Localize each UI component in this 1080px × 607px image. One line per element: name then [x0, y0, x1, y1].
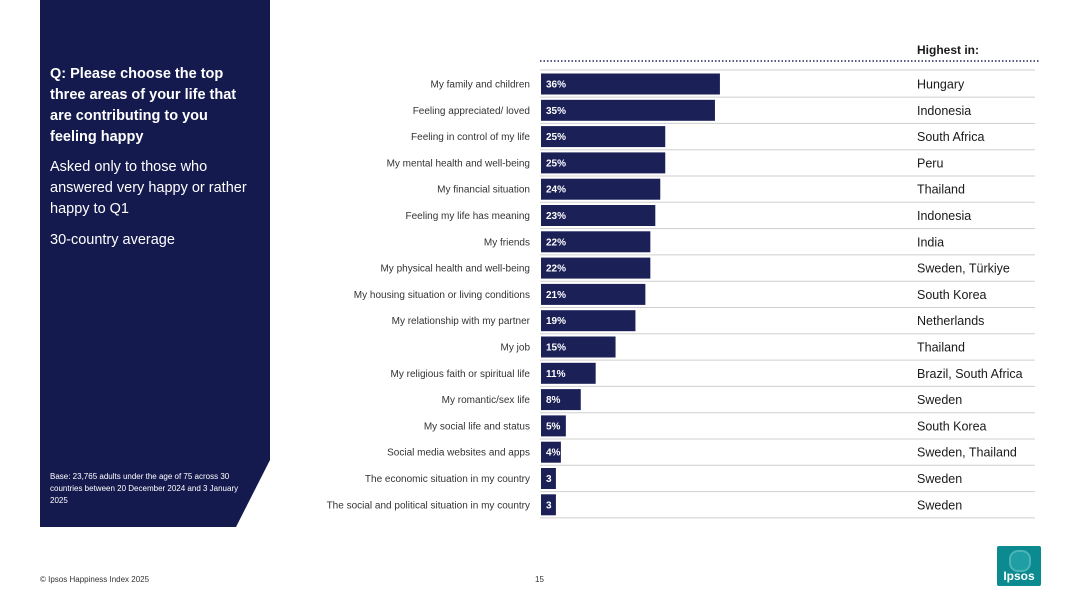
bar [541, 283, 646, 305]
highest-in-header: Highest in: [917, 43, 979, 57]
bar [541, 257, 651, 279]
category-label: Feeling my life has meaning [405, 211, 530, 222]
category-label: My job [501, 343, 531, 354]
category-label: My friends [484, 237, 530, 248]
bar-value-label: 23% [546, 211, 566, 222]
category-label: The social and political situation in my… [327, 500, 530, 511]
bar [541, 73, 720, 95]
highest-in-country: Netherlands [917, 314, 984, 328]
highest-in-country: South Africa [917, 130, 984, 144]
bar-value-label: 22% [546, 264, 566, 275]
question-panel: Q: Please choose the top three areas of … [40, 0, 270, 527]
bar-value-label: 25% [546, 132, 566, 143]
category-label: Social media websites and apps [387, 448, 530, 459]
page-number: 15 [535, 575, 544, 584]
bar-value-label: 19% [546, 316, 566, 327]
bar-value-label: 21% [546, 290, 566, 301]
average-label: 30-country average [50, 232, 175, 248]
bar-value-label: 3 [546, 474, 552, 485]
category-label: My romantic/sex life [442, 395, 531, 406]
question-subtext: Asked only to those who answered very ha… [50, 159, 247, 217]
category-label: Feeling in control of my life [411, 132, 530, 143]
category-label: My family and children [431, 80, 530, 91]
highest-in-country: Indonesia [917, 104, 971, 118]
highest-in-country: Sweden [917, 393, 962, 407]
bar-value-label: 11% [546, 369, 566, 380]
bar-value-label: 3 [546, 500, 552, 511]
bar [541, 441, 561, 463]
bar [541, 494, 556, 516]
bar [541, 99, 715, 121]
category-label: My relationship with my partner [392, 316, 531, 327]
bar-value-label: 4% [546, 448, 561, 459]
bar [541, 310, 636, 332]
bar [541, 178, 661, 200]
bar [541, 415, 566, 437]
question-title: Q: Please choose the top three areas of … [50, 66, 237, 145]
highest-in-country: South Korea [917, 419, 987, 433]
bar [541, 231, 651, 253]
bar-value-label: 5% [546, 421, 561, 432]
bar-value-label: 25% [546, 158, 566, 169]
category-label: My religious faith or spiritual life [391, 369, 531, 380]
category-label: The economic situation in my country [365, 474, 530, 485]
base-note: Base: 23,765 adults under the age of 75 … [50, 472, 239, 505]
bar-chart: Highest in: My family and children 36% Hun… [327, 43, 1040, 519]
ipsos-logo-icon [1009, 550, 1031, 572]
highest-in-country: Indonesia [917, 209, 971, 223]
highest-in-country: Sweden, Türkiye [917, 262, 1010, 276]
bar-value-label: 36% [546, 80, 566, 91]
highest-in-country: Peru [917, 156, 943, 170]
highest-in-country: India [917, 235, 944, 249]
category-label: My housing situation or living condition… [354, 290, 530, 301]
bar [541, 152, 666, 174]
category-label: Feeling appreciated/ loved [413, 106, 530, 117]
bar-value-label: 15% [546, 343, 566, 354]
bar [541, 468, 556, 489]
bar-value-label: 8% [546, 395, 561, 406]
bar-value-label: 24% [546, 185, 566, 196]
copyright-footer: © Ipsos Happiness Index 2025 [40, 575, 150, 584]
highest-in-country: Sweden [917, 472, 962, 486]
bar [541, 126, 666, 148]
highest-in-country: Hungary [917, 78, 965, 92]
category-label: My mental health and well-being [387, 158, 530, 169]
ipsos-logo: Ipsos [997, 546, 1041, 586]
highest-in-country: Sweden, Thailand [917, 446, 1017, 460]
highest-in-country: Thailand [917, 183, 965, 197]
category-label: My financial situation [437, 185, 530, 196]
bar [541, 205, 656, 226]
bar-value-label: 22% [546, 237, 566, 248]
category-label: My social life and status [424, 421, 530, 432]
category-label: My physical health and well-being [380, 264, 530, 275]
highest-in-country: Thailand [917, 341, 965, 355]
bar [541, 362, 596, 384]
highest-in-country: South Korea [917, 288, 987, 302]
highest-in-country: Sweden [917, 498, 962, 512]
bar [541, 336, 616, 358]
bar [541, 389, 581, 411]
logo-text: Ipsos [1003, 569, 1035, 583]
highest-in-country: Brazil, South Africa [917, 367, 1023, 381]
bar-value-label: 35% [546, 106, 566, 117]
